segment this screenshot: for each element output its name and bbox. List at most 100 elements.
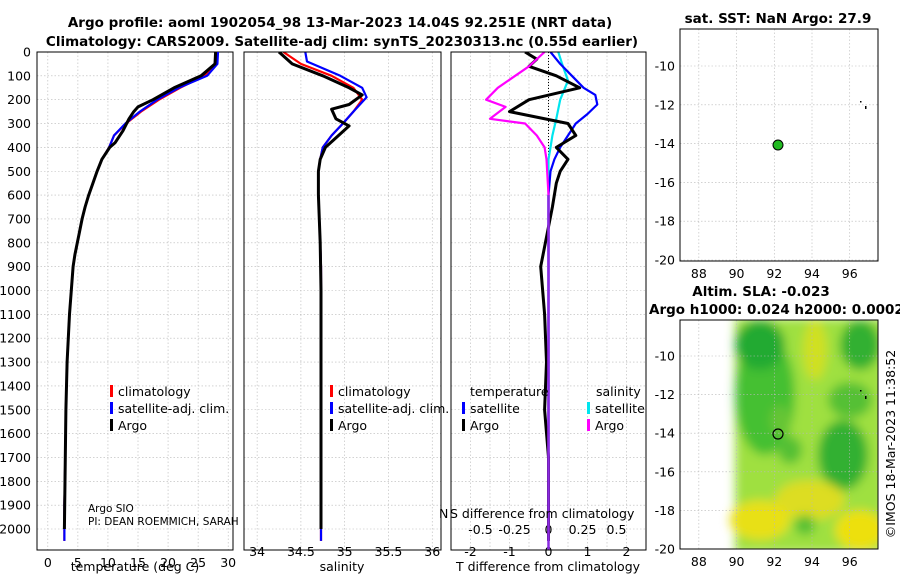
depth-tick-label: 400 [7, 140, 31, 155]
temperature-ticks: 0 5 10 15 20 25 30 [44, 555, 236, 570]
x-tick-label: 10 [100, 555, 116, 570]
legend-swatch-climatology [330, 385, 333, 397]
float-location-marker [772, 139, 784, 151]
diff-temperature-satellite-line [547, 52, 599, 541]
temperature-curves [62, 52, 220, 541]
depth-tick-label: 1600 [0, 426, 31, 441]
sla-map-frame [679, 319, 879, 550]
x-tick-label: 34.5 [287, 544, 315, 559]
x-tick-label: -2 [464, 544, 476, 559]
temp-argo-line [62, 52, 218, 530]
depth-tick-label: 0 [23, 45, 31, 60]
lat-tick-label: -10 [655, 59, 675, 74]
x-tick-label: 20 [160, 555, 176, 570]
land-dot [860, 101, 862, 103]
float-location-marker [772, 428, 784, 440]
depth-tick-label: 1800 [0, 474, 31, 489]
legend-swatch-s-argo [587, 419, 590, 431]
lat-tick-label: -20 [655, 542, 675, 557]
x-tick-label: 35 [337, 544, 353, 559]
sst-map-title: sat. SST: NaN Argo: 27.9 [685, 11, 872, 27]
lat-tick-label: -14 [655, 426, 675, 441]
difference-xlabel-top: S difference from climatology [450, 506, 635, 521]
salinity-ticks: 34 34.5 35 35.5 36 [249, 544, 440, 559]
figure-title-line2: Climatology: CARS2009. Satellite-adj cli… [46, 34, 638, 50]
legend-swatch-t-argo [462, 419, 465, 431]
temp-climatology-line [63, 52, 218, 541]
lat-tick-label: -18 [655, 214, 675, 229]
x-tick-label: 34 [249, 544, 265, 559]
x-tick-label: 1 [584, 544, 592, 559]
legend-label-argo: Argo [118, 418, 147, 433]
depth-tick-label: 100 [7, 68, 31, 83]
sla-map-title: Altim. SLA: -0.023 [692, 284, 829, 300]
salinity-legend: climatology satellite-adj. clim. Argo [330, 384, 449, 433]
lon-tick-label: 92 [766, 266, 782, 281]
depth-tick-label: 1900 [0, 498, 31, 513]
temperature-legend: climatology satellite-adj. clim. Argo [110, 384, 229, 433]
legend-label-climatology: climatology [338, 384, 411, 399]
legend-label-s-argo: Argo [595, 418, 624, 433]
x-tick-label-top: 0.5 [607, 522, 627, 537]
legend-label-s-satellite: satellite [595, 401, 645, 416]
temperature-axes-frame [36, 51, 234, 551]
depth-tick-label: 700 [7, 211, 31, 226]
sst-map-grid [680, 29, 878, 261]
legend-label-satellite: satellite-adj. clim. [118, 401, 229, 416]
legend-label-argo: Argo [338, 418, 367, 433]
depth-axis-ticks: 0 100 200 300 400 500 600 700 800 900 1000 1100 1200… [0, 45, 31, 537]
depth-tick-label: 2000 [0, 522, 31, 537]
lat-tick-label: -12 [655, 387, 675, 402]
lon-tick-label: 94 [804, 554, 820, 569]
x-tick-label-top: -0.25 [498, 522, 530, 537]
depth-tick-label: 600 [7, 188, 31, 203]
lat-tick-label: -16 [655, 175, 675, 190]
diff-temperature-argo-line [508, 52, 582, 541]
x-tick-label: 35.5 [375, 544, 403, 559]
legend-heading-salinity: salinity [596, 384, 641, 399]
salinity-panel: 34 34.5 35 35.5 36 salinity climatology sate… [243, 51, 449, 574]
difference-legend: temperature salinity satellite Argo sate… [462, 384, 645, 433]
x-tick-label: 15 [130, 555, 146, 570]
depth-tick-label: 1300 [0, 355, 31, 370]
depth-tick-label: 1200 [0, 331, 31, 346]
salinity-xlabel: salinity [320, 559, 365, 574]
temperature-panel: 0 5 10 15 20 25 30 0 100 200 300 400 500 600 700 800 90… [0, 45, 239, 575]
sla-map: Altim. SLA: -0.023 Argo h1000: 0.024 h20… [649, 284, 900, 569]
x-tick-label: 30 [220, 555, 236, 570]
lon-tick-label: 92 [766, 554, 782, 569]
depth-tick-label: 200 [7, 92, 31, 107]
figure-title-line1: Argo profile: aoml 1902054_98 13-Mar-202… [68, 15, 612, 31]
sla-map-subtitle: Argo h1000: 0.024 h2000: 0.00024 [649, 302, 900, 318]
lon-tick-label: 94 [804, 266, 820, 281]
legend-swatch-satellite [110, 402, 113, 414]
legend-swatch-satellite [330, 402, 333, 414]
lat-tick-label: -20 [655, 253, 675, 268]
lon-tick-label: 96 [842, 554, 858, 569]
x-tick-label: 5 [74, 555, 82, 570]
argo-institution: Argo SIO [88, 503, 134, 515]
x-tick-label-top: -0.5 [468, 522, 492, 537]
depth-tick-label: 300 [7, 116, 31, 131]
temp-satellite-line [63, 52, 220, 541]
depth-tick-label: 1500 [0, 402, 31, 417]
x-tick-label: 2 [623, 544, 631, 559]
depth-tick-label: 1400 [0, 378, 31, 393]
depth-tick-label: 800 [7, 235, 31, 250]
temperature-xlabel: temperature (deg C) [71, 559, 200, 574]
depth-tick-label: 1000 [0, 283, 31, 298]
legend-heading-temperature: temperature [470, 384, 549, 399]
sst-map-frame [679, 28, 879, 262]
salinity-axes-frame [243, 51, 442, 551]
legend-swatch-argo [330, 419, 333, 431]
lon-tick-label: 90 [729, 266, 745, 281]
diff-salinity-satellite-line [547, 52, 570, 541]
lat-tick-label: -10 [655, 349, 675, 364]
legend-label-t-argo: Argo [470, 418, 499, 433]
clipped-letter: N [439, 506, 448, 521]
sla-map-ticks: 88 90 92 94 96 -10 -12 -14 -16 -18 -20 [655, 349, 858, 570]
legend-swatch-argo [110, 419, 113, 431]
